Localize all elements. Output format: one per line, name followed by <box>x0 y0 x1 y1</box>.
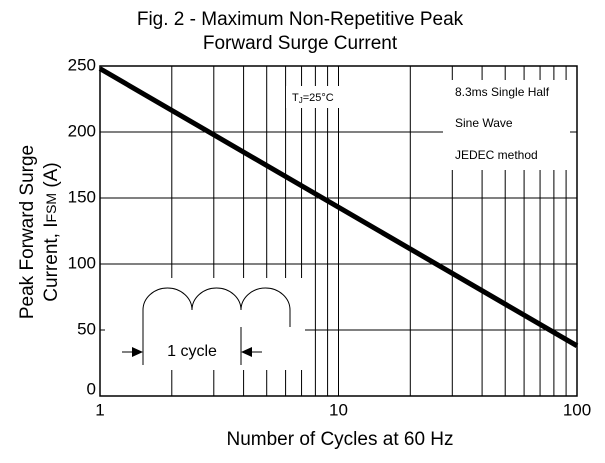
y-label-part: Current, I <box>41 222 62 301</box>
temperature-note: TJ=25°C <box>292 92 334 105</box>
y-tick-label: 150 <box>68 187 96 206</box>
x-axis-label: Number of Cycles at 60 Hz <box>226 429 453 450</box>
condition-note: Sine Wave <box>455 116 513 130</box>
condition-note: JEDEC method <box>455 148 538 162</box>
inset-box <box>105 278 305 370</box>
plot-frame <box>99 65 578 397</box>
y-tick-label: 50 <box>77 319 96 338</box>
note-part: =25°C <box>303 92 334 104</box>
y-tick-label: 100 <box>68 253 96 272</box>
y-tick-label: 0 <box>87 379 96 398</box>
condition-note: 8.3ms Single Half <box>455 85 550 99</box>
y-tick-label: 200 <box>68 121 96 140</box>
x-tick-label: 100 <box>563 400 591 419</box>
x-tick-label: 10 <box>329 400 348 419</box>
y-axis-label: Peak Forward Surge <box>17 145 38 319</box>
temperature-box <box>286 86 352 108</box>
chart-title: Fig. 2 - Maximum Non-Repetitive Peak <box>137 9 464 30</box>
series-line <box>98 66 579 349</box>
y-axis-label: Current, IFSM (A) <box>41 162 62 301</box>
y-label-part: (A) <box>41 162 62 193</box>
note-part: T <box>292 92 299 104</box>
y-tick-label: 250 <box>68 55 96 74</box>
inset-label: 1 cycle <box>167 343 217 360</box>
note-part: J <box>299 96 303 105</box>
chart-title: Forward Surge Current <box>203 33 398 54</box>
x-tick-label: 1 <box>95 400 104 419</box>
y-label-part: FSM <box>43 193 59 223</box>
conditions-box <box>443 80 570 170</box>
